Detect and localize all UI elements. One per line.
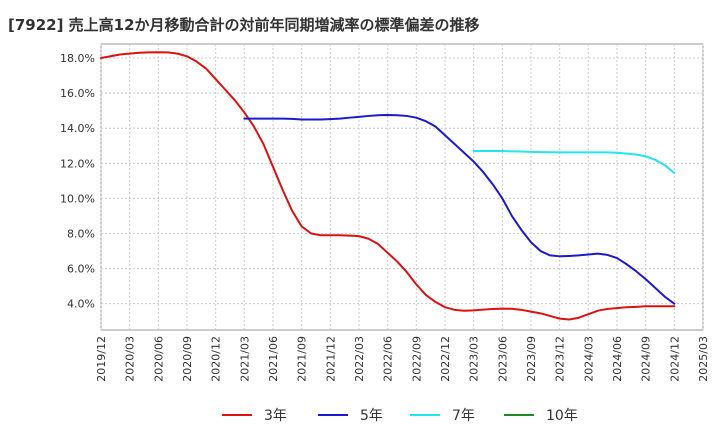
y-tick-label: 12.0% [60, 157, 95, 170]
x-tick-label: 2021/03 [238, 336, 251, 382]
legend-label-3年: 3年 [264, 408, 287, 424]
x-tick-label: 2022/12 [439, 336, 452, 382]
x-tick-label: 2025/03 [697, 336, 710, 382]
legend-label-7年: 7年 [452, 408, 475, 424]
x-tick-label: 2022/09 [410, 336, 423, 382]
x-tick-label: 2024/12 [668, 336, 681, 382]
series-layer [100, 51, 676, 321]
x-tick-label: 2020/12 [210, 336, 223, 382]
x-tick-label: 2021/06 [267, 336, 280, 382]
series-line-5年 [243, 114, 676, 305]
y-tick-label: 6.0% [67, 263, 95, 276]
legend-label-10年: 10年 [546, 408, 578, 424]
axis-layer: 2019/12 2020/03 2020/06 2020/09 2020/12 2021/… [60, 52, 710, 382]
y-tick-label: 8.0% [67, 227, 95, 240]
chart-title: [7922] 売上高12か月移動合計の対前年同期増減率の標準偏差の推移 [8, 16, 480, 34]
x-tick-label: 2023/03 [468, 336, 481, 382]
x-tick-label: 2021/12 [324, 336, 337, 382]
x-tick-label: 2019/12 [95, 336, 108, 382]
x-tick-label: 2023/12 [554, 336, 567, 382]
series-line-3年 [100, 51, 676, 321]
y-tick-label: 14.0% [60, 122, 95, 135]
plot-border [100, 43, 704, 331]
x-tick-label: 2022/03 [353, 336, 366, 382]
y-tick-label: 4.0% [67, 298, 95, 311]
grid-layer [100, 43, 704, 331]
x-tick-label: 2021/09 [296, 336, 309, 382]
legend-label-5年: 5年 [360, 408, 383, 424]
x-tick-label: 2024/03 [582, 336, 595, 382]
x-tick-label: 2020/09 [181, 336, 194, 382]
x-tick-label: 2023/06 [496, 336, 509, 382]
x-tick-label: 2022/06 [382, 336, 395, 382]
y-tick-label: 18.0% [60, 52, 95, 65]
legend: 3年 5年 7年 10年 [222, 408, 578, 424]
x-tick-label: 2023/09 [525, 336, 538, 382]
x-tick-label: 2020/06 [152, 336, 165, 382]
series-line-7年 [472, 150, 676, 174]
x-tick-label: 2024/09 [640, 336, 653, 382]
y-tick-label: 16.0% [60, 87, 95, 100]
x-tick-label: 2020/03 [124, 336, 137, 382]
y-tick-label: 10.0% [60, 192, 95, 205]
x-tick-label: 2024/06 [611, 336, 624, 382]
